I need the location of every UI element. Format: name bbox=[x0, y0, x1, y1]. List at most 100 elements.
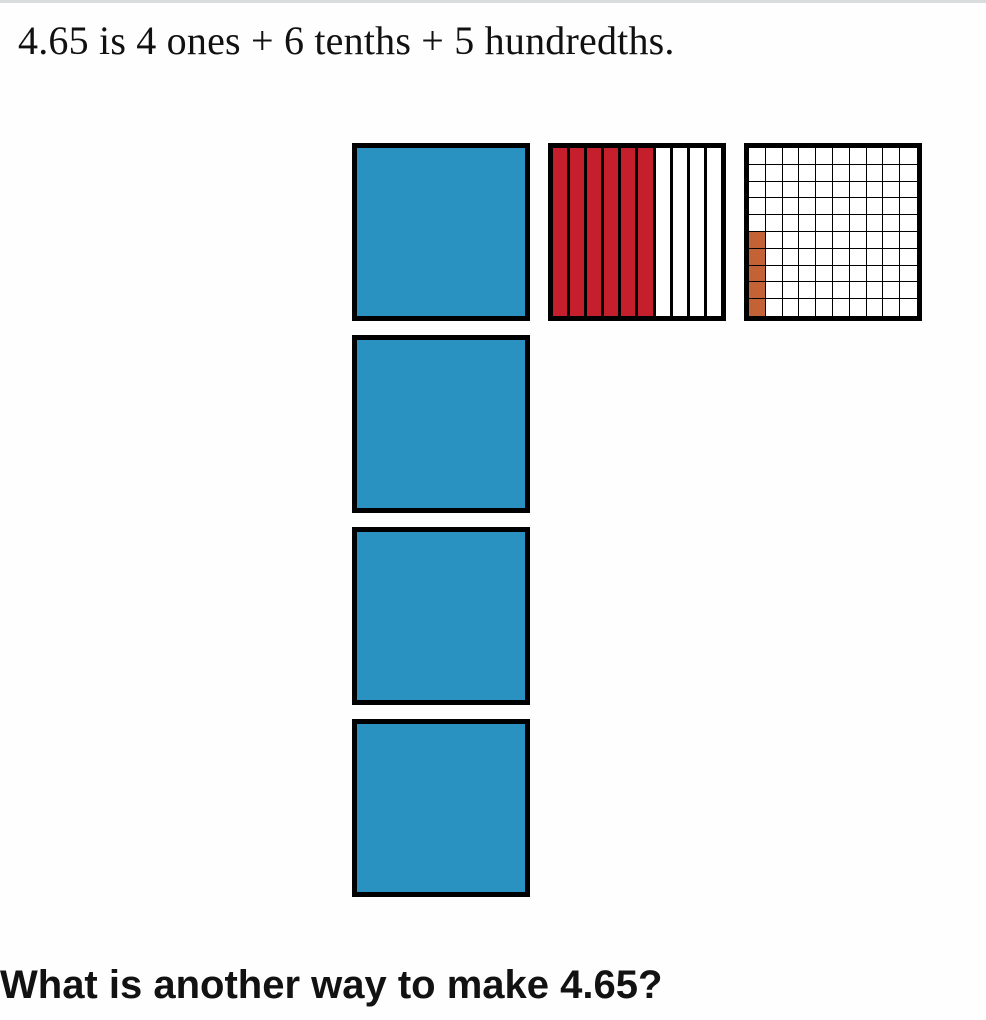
hundredths-cell bbox=[900, 215, 917, 232]
hundredths-cell bbox=[883, 165, 900, 182]
hundredths-cell bbox=[883, 148, 900, 165]
hundredths-cell bbox=[766, 182, 783, 199]
hundredths-cell bbox=[867, 249, 884, 266]
ones-column bbox=[352, 143, 530, 897]
hundredths-cell bbox=[783, 266, 800, 283]
hundredths-cell bbox=[883, 215, 900, 232]
hundredths-cell bbox=[900, 266, 917, 283]
hundredths-cell bbox=[783, 299, 800, 316]
hundredths-cell bbox=[900, 299, 917, 316]
hundredths-cell bbox=[749, 215, 766, 232]
hundredths-cell bbox=[766, 266, 783, 283]
hundredths-cell bbox=[867, 182, 884, 199]
hundredths-cell bbox=[799, 299, 816, 316]
hundredths-cell bbox=[766, 165, 783, 182]
hundredths-cell bbox=[833, 182, 850, 199]
hundredths-cell-filled bbox=[749, 299, 766, 316]
ones-block bbox=[352, 719, 530, 897]
hundredths-cell bbox=[816, 266, 833, 283]
hundredths-cell bbox=[783, 148, 800, 165]
hundredths-cell bbox=[816, 198, 833, 215]
hundredths-cell bbox=[816, 182, 833, 199]
hundredths-cell bbox=[799, 266, 816, 283]
tenths-strip-empty bbox=[673, 148, 690, 316]
hundredths-cell bbox=[783, 249, 800, 266]
hundredths-cell bbox=[749, 165, 766, 182]
hundredths-cell bbox=[883, 232, 900, 249]
hundredths-cell bbox=[766, 249, 783, 266]
hundredths-cell bbox=[900, 165, 917, 182]
hundredths-cell bbox=[749, 198, 766, 215]
hundredths-cell bbox=[883, 182, 900, 199]
hundredths-cell bbox=[833, 249, 850, 266]
hundredths-cell bbox=[799, 215, 816, 232]
hundredths-cell-filled bbox=[749, 232, 766, 249]
hundredths-cell bbox=[799, 165, 816, 182]
hundredths-cell bbox=[850, 299, 867, 316]
hundredths-cell bbox=[766, 148, 783, 165]
hundredths-cell bbox=[799, 232, 816, 249]
hundredths-cell bbox=[900, 198, 917, 215]
hundredths-cell bbox=[833, 232, 850, 249]
tenths-strip-filled bbox=[587, 148, 604, 316]
hundredths-cell bbox=[883, 249, 900, 266]
hundredths-cell bbox=[867, 148, 884, 165]
hundredths-cell bbox=[816, 282, 833, 299]
hundredths-cell bbox=[833, 215, 850, 232]
hundredths-cell bbox=[766, 198, 783, 215]
hundredths-cell bbox=[833, 198, 850, 215]
hundredths-cell bbox=[850, 232, 867, 249]
hundredths-cell bbox=[900, 282, 917, 299]
hundredths-cell bbox=[867, 165, 884, 182]
hundredths-cell bbox=[883, 282, 900, 299]
page-container: 4.65 is 4 ones + 6 tenths + 5 hundredths… bbox=[0, 0, 986, 1020]
tenths-block bbox=[548, 143, 726, 321]
hundredths-cell bbox=[816, 299, 833, 316]
hundredths-cell bbox=[783, 165, 800, 182]
hundredths-cell bbox=[850, 249, 867, 266]
hundredths-cell bbox=[850, 266, 867, 283]
hundredths-cell-filled bbox=[749, 266, 766, 283]
hundredths-cell bbox=[766, 282, 783, 299]
tenths-strip-filled bbox=[604, 148, 621, 316]
hundredths-cell bbox=[883, 266, 900, 283]
hundredths-cell bbox=[850, 148, 867, 165]
hundredths-cell bbox=[850, 165, 867, 182]
hundredths-cell bbox=[783, 232, 800, 249]
hundredths-cell bbox=[783, 282, 800, 299]
ones-block bbox=[352, 143, 530, 321]
hundredths-cell bbox=[883, 198, 900, 215]
hundredths-cell bbox=[900, 148, 917, 165]
hundredths-cell bbox=[850, 182, 867, 199]
hundredths-cell bbox=[799, 182, 816, 199]
hundredths-cell bbox=[749, 148, 766, 165]
hundredths-cell bbox=[900, 249, 917, 266]
ones-block bbox=[352, 335, 530, 513]
hundredths-cell bbox=[799, 249, 816, 266]
hundredths-cell bbox=[783, 182, 800, 199]
hundredths-cell bbox=[833, 266, 850, 283]
hundredths-block bbox=[744, 143, 922, 321]
hundredths-cell bbox=[867, 266, 884, 283]
ones-block bbox=[352, 527, 530, 705]
hundredths-cell bbox=[833, 282, 850, 299]
hundredths-cell bbox=[900, 232, 917, 249]
hundredths-cell bbox=[816, 232, 833, 249]
tenths-strip-empty bbox=[690, 148, 707, 316]
hundredths-cell-filled bbox=[749, 249, 766, 266]
hundredths-cell bbox=[900, 182, 917, 199]
hundredths-cell bbox=[783, 198, 800, 215]
hundredths-cell bbox=[833, 165, 850, 182]
hundredths-cell bbox=[850, 282, 867, 299]
hundredths-cell bbox=[816, 165, 833, 182]
hundredths-cell bbox=[816, 215, 833, 232]
hundredths-cell bbox=[867, 198, 884, 215]
question-text: What is another way to make 4.65? bbox=[0, 963, 662, 1008]
hundredths-cell bbox=[816, 249, 833, 266]
tenths-strip-filled bbox=[553, 148, 570, 316]
blocks-area bbox=[352, 143, 922, 897]
hundredths-cell bbox=[883, 299, 900, 316]
hundredths-cell bbox=[766, 232, 783, 249]
hundredths-cell bbox=[867, 299, 884, 316]
hundredths-cell bbox=[783, 215, 800, 232]
